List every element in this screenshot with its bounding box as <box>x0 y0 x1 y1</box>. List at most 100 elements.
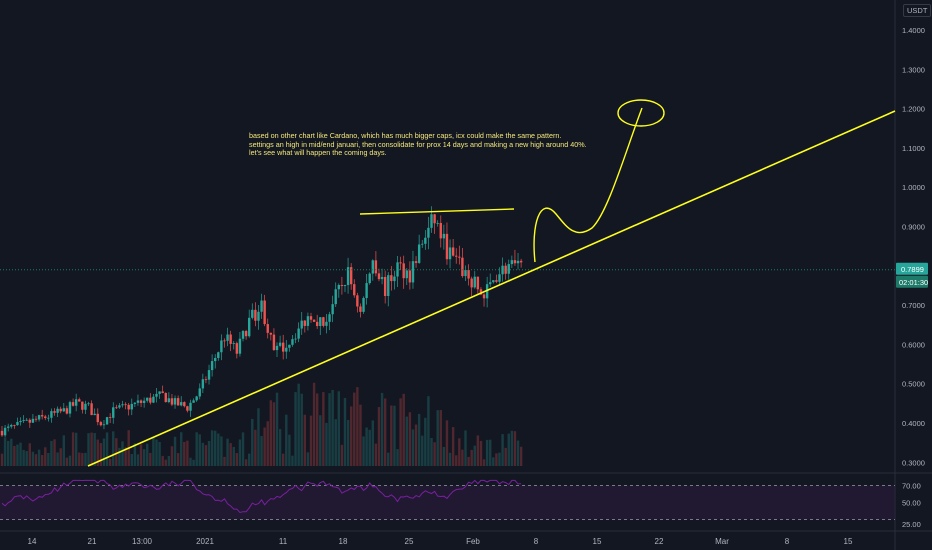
candle-body <box>387 275 390 297</box>
volume-bar <box>297 383 300 466</box>
volume-bar <box>251 418 254 466</box>
volume-bar <box>37 449 41 466</box>
candle-body <box>0 430 4 436</box>
volume-bar <box>50 440 53 466</box>
volume-bar <box>105 432 109 466</box>
volume-bar <box>356 387 359 466</box>
volume-bar <box>241 432 245 466</box>
volume-bar <box>377 407 381 466</box>
candle-body <box>340 285 344 287</box>
candle-body <box>263 300 266 325</box>
volume-bar <box>47 453 50 466</box>
candle-body <box>142 400 146 403</box>
volume-bar <box>189 457 192 466</box>
rsi-tick-label: 70.00 <box>902 482 921 491</box>
volume-bar <box>343 398 347 466</box>
volume-bar <box>495 453 498 466</box>
candle-body <box>28 419 32 423</box>
candle-body <box>53 411 56 413</box>
candle-body <box>275 345 279 351</box>
volume-bar <box>448 452 452 466</box>
candle-body <box>34 418 38 420</box>
time-tick-label: 14 <box>28 537 37 546</box>
volume-bar <box>278 429 282 466</box>
candle-body <box>451 247 455 256</box>
volume-bar <box>139 444 143 466</box>
candle-body <box>226 334 229 341</box>
volume-bar <box>312 382 316 466</box>
volume-bar <box>96 439 99 466</box>
candle-body <box>476 276 480 290</box>
candle-body <box>464 270 467 277</box>
volume-bar <box>186 440 189 466</box>
volume-bar <box>504 447 507 466</box>
candle-body <box>96 413 99 423</box>
candle-body <box>303 320 307 326</box>
countdown-badge-text: 02:01:30 <box>899 278 928 287</box>
candle-body <box>278 342 282 346</box>
currency-label[interactable]: USDT <box>903 4 932 17</box>
volume-bar <box>411 429 415 466</box>
volume-bar <box>6 440 10 466</box>
volume-bar <box>414 424 418 466</box>
candle-body <box>170 398 174 405</box>
candle-body <box>217 352 220 359</box>
volume-bar <box>439 410 442 466</box>
volume-bar <box>470 449 473 466</box>
volume-bar <box>346 420 350 466</box>
rsi-line <box>1 479 522 514</box>
volume-bar <box>266 421 269 466</box>
volume-bar <box>87 433 90 466</box>
candle-body <box>510 260 514 265</box>
volume-bar <box>291 455 294 466</box>
candle-body <box>112 407 115 418</box>
candle-body <box>325 321 328 326</box>
price-tick-label: 1.1000 <box>902 144 925 153</box>
candle-body <box>50 411 53 418</box>
candle-body <box>65 408 69 414</box>
volume-bar <box>257 408 260 466</box>
candle-body <box>405 270 408 279</box>
volume-bar <box>507 433 510 466</box>
candle-body <box>334 289 337 305</box>
candle-body <box>204 379 208 381</box>
candle-body <box>498 274 501 282</box>
volume-bar <box>260 436 263 466</box>
time-tick-label: 25 <box>405 537 414 546</box>
candle-body <box>312 319 316 322</box>
volume-bar <box>198 434 201 466</box>
volume-bar <box>183 441 186 466</box>
volume-bar <box>90 432 93 466</box>
candle-body <box>223 340 226 342</box>
volume-bar <box>229 443 232 466</box>
candle-body <box>337 285 341 290</box>
price-tick-label: 1.2000 <box>902 105 925 114</box>
candle-body <box>461 257 464 277</box>
candle-body <box>183 402 186 407</box>
volume-bar <box>427 396 430 466</box>
volume-bar <box>74 432 78 466</box>
volume-bar <box>492 457 495 466</box>
volume-bar <box>294 392 297 466</box>
volume-bar <box>519 446 523 466</box>
candle-body <box>56 408 59 413</box>
volume-bar <box>164 459 167 466</box>
volume-bar <box>396 449 399 466</box>
volume-bar <box>254 429 257 466</box>
volume-bar <box>498 452 501 466</box>
candle-body <box>383 276 387 297</box>
volume-bar <box>269 400 273 466</box>
volume-bar <box>479 440 483 466</box>
volume-bar <box>455 455 458 466</box>
price-tick-label: 1.4000 <box>902 26 925 35</box>
candle-body <box>507 264 510 274</box>
candle-body <box>22 420 25 422</box>
volume-bar <box>130 454 133 466</box>
volume-bar <box>359 404 362 466</box>
candle-body <box>396 262 399 277</box>
candle-body <box>411 261 415 283</box>
candle-body <box>368 273 371 284</box>
volume-bar <box>235 453 239 466</box>
volume-bar <box>408 412 412 466</box>
